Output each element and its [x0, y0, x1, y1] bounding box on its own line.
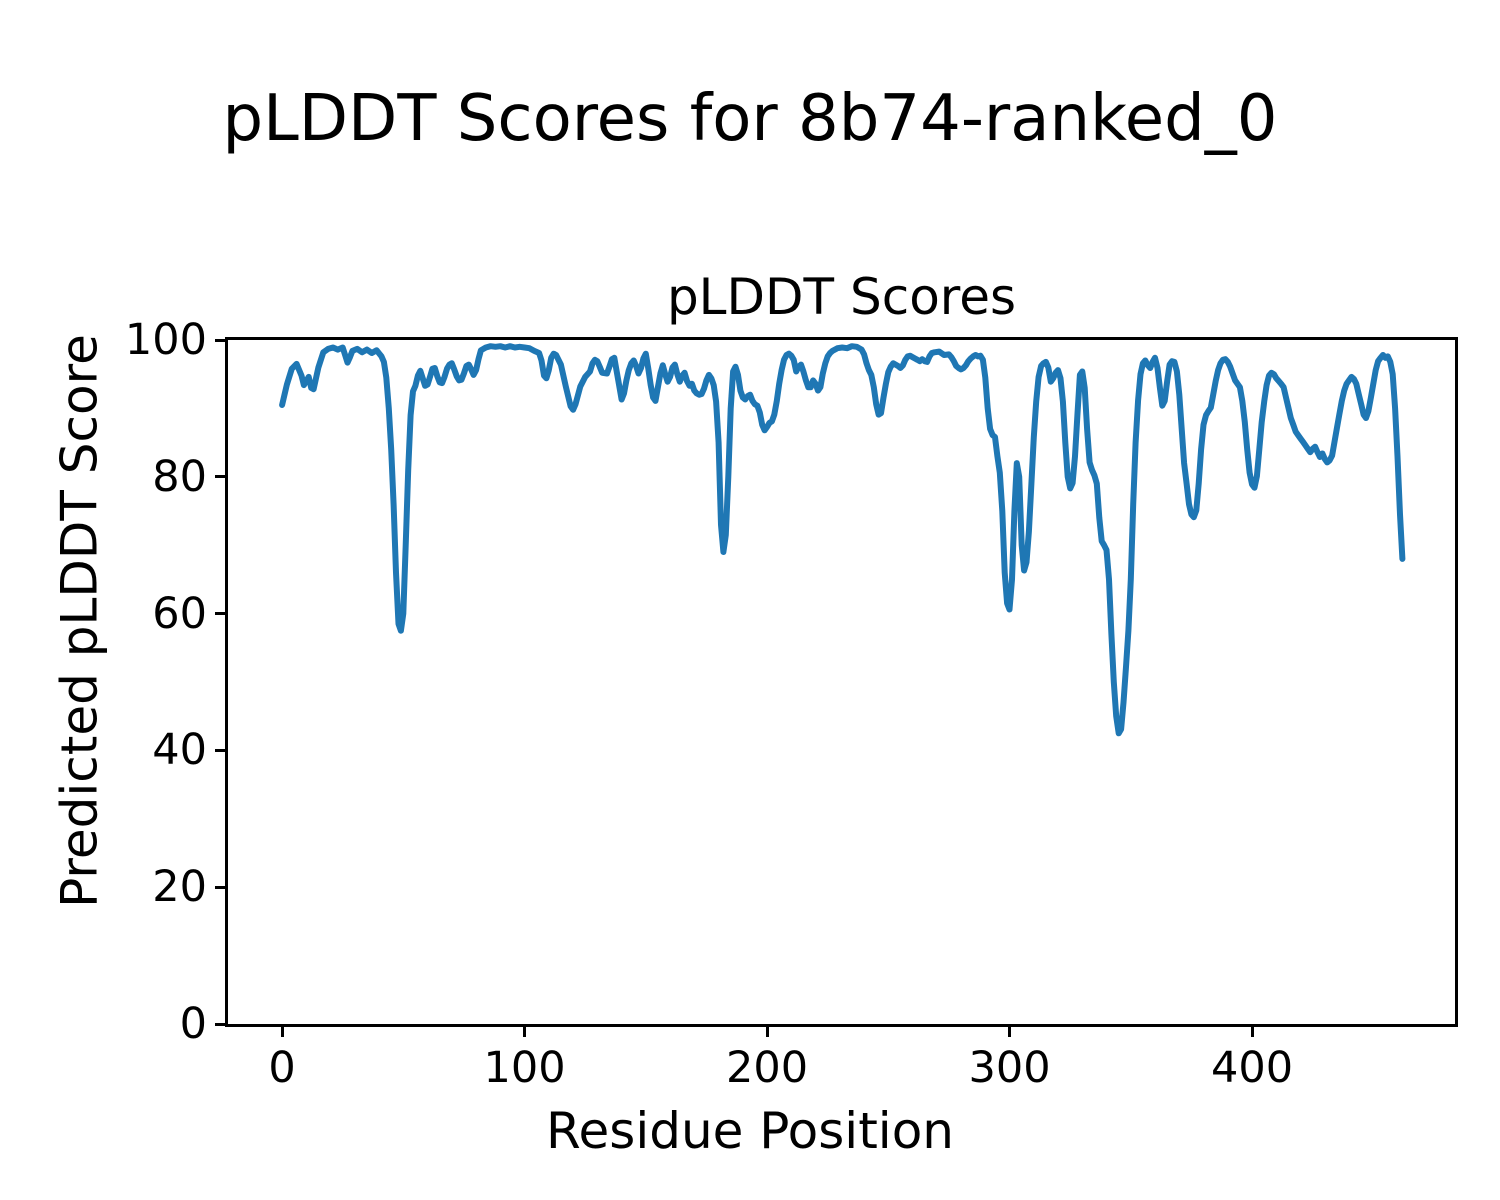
x-tick-mark: [765, 1024, 769, 1037]
y-tick-label: 80: [152, 451, 207, 502]
plddt-line-chart: [279, 343, 1406, 737]
y-tick-mark: [215, 885, 228, 889]
y-tick-label: 20: [152, 862, 207, 913]
y-tick-label: 100: [124, 315, 207, 365]
x-tick-label: 200: [726, 1043, 809, 1093]
x-axis-label: Residue Position: [546, 1102, 954, 1160]
plot-area: [225, 337, 1458, 1027]
x-tick-mark: [1008, 1024, 1012, 1037]
y-tick-mark: [215, 612, 228, 616]
y-tick-mark: [215, 1022, 228, 1026]
x-tick-mark: [1250, 1024, 1254, 1037]
y-tick-mark: [215, 748, 228, 752]
x-tick-label: 400: [1210, 1043, 1294, 1093]
x-tick-label: 100: [483, 1043, 566, 1093]
y-tick-mark: [215, 338, 228, 342]
figure-suptitle: pLDDT Scores for 8b74-ranked_0: [222, 82, 1278, 156]
x-tick-mark: [523, 1024, 527, 1037]
y-tick-label: 40: [152, 725, 207, 776]
y-tick-label: 0: [179, 999, 207, 1049]
x-tick-mark: [280, 1024, 284, 1037]
x-tick-label: 0: [268, 1043, 296, 1093]
axes-title: pLDDT Scores: [666, 268, 1017, 326]
y-tick-label: 60: [152, 588, 207, 639]
x-tick-label: 300: [968, 1043, 1051, 1093]
plddt-line: [279, 343, 1406, 737]
y-tick-mark: [215, 475, 228, 479]
